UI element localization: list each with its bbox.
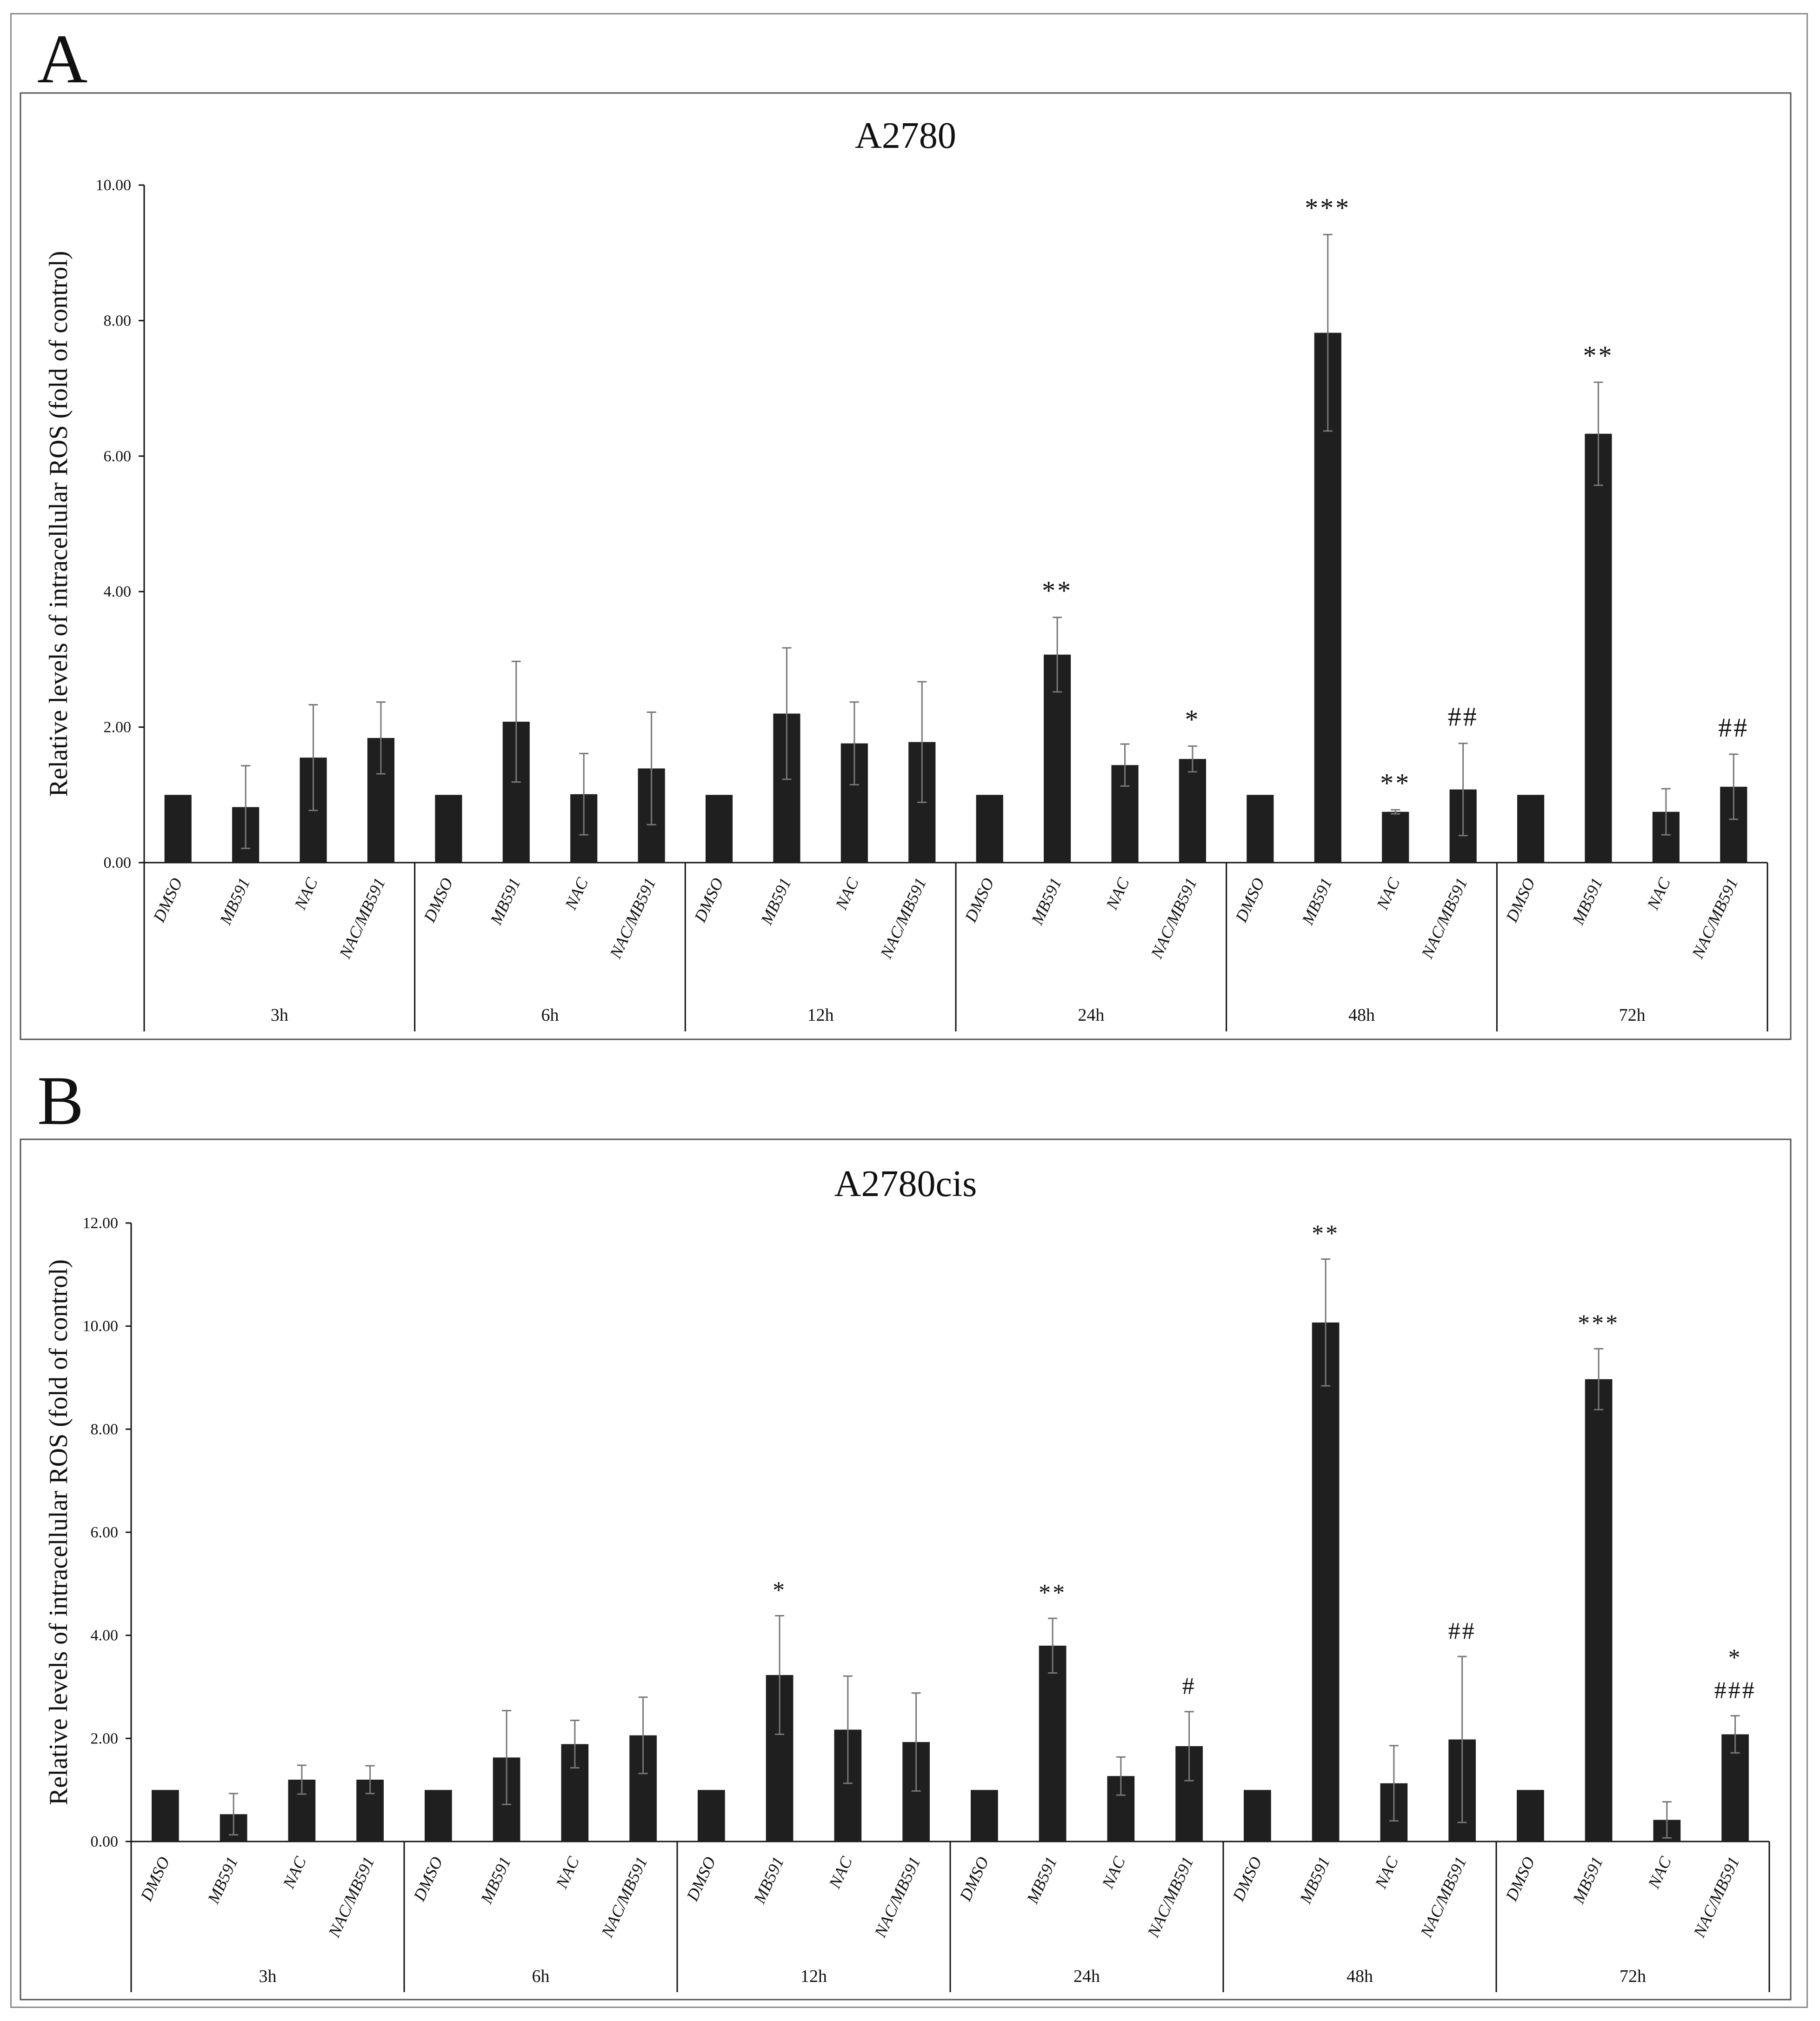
bar (1382, 811, 1409, 863)
category-label: MB591 (1023, 1854, 1060, 1907)
chart-frame (20, 92, 1792, 1040)
category-label: NAC/MB591 (598, 1854, 651, 1940)
group-label: 6h (532, 1967, 550, 1986)
chart-a2780: A2780 0.00 2.00 4.00 6.00 8.00 10.00 Relative l… (20, 92, 1792, 1040)
group-label: 72h (1620, 1967, 1646, 1986)
significance-label: ### (1714, 1677, 1756, 1704)
group-label: 3h (271, 1005, 288, 1025)
significance-label: ** (1312, 1221, 1340, 1247)
group-label: 12h (800, 1967, 827, 1986)
category-label: NAC (1098, 1854, 1129, 1892)
category-label: NAC (825, 1854, 856, 1892)
category-label: NAC/MB591 (1417, 1854, 1470, 1940)
category-label: NAC/MB591 (871, 1854, 924, 1940)
category-label: DMSO (137, 1854, 173, 1904)
y-tick-label: 8.00 (104, 312, 132, 329)
y-tick-label: 4.00 (91, 1627, 119, 1644)
category-label: MB591 (204, 1854, 241, 1907)
group-label: 12h (807, 1005, 834, 1025)
y-axis-label: Relative levels of intracellular ROS (fo… (44, 1259, 73, 1805)
bar (698, 1790, 725, 1842)
group-label: 24h (1078, 1005, 1104, 1025)
category-label: NAC/MB591 (1144, 1854, 1197, 1940)
y-tick-label: 6.00 (104, 448, 132, 465)
bar (1244, 1790, 1271, 1842)
bar (976, 795, 1003, 863)
category-label: NAC (279, 1854, 310, 1892)
y-tick-label: 0.00 (91, 1833, 119, 1850)
y-tick-label: 6.00 (91, 1524, 119, 1541)
bar (1517, 795, 1545, 863)
category-label: MB591 (1569, 1854, 1607, 1907)
panel-letter-a: A (37, 20, 88, 98)
category-label: NAC/MB591 (325, 1854, 378, 1940)
group-label: 48h (1347, 1967, 1373, 1986)
y-tick-label: 0.00 (104, 854, 132, 871)
bar (1179, 759, 1207, 863)
category-label: DMSO (410, 1854, 447, 1904)
group-label: 3h (259, 1967, 277, 1986)
category-label: DMSO (1502, 1854, 1539, 1904)
bar (971, 1790, 998, 1842)
figure-border (10, 13, 1808, 2008)
y-tick-label: 4.00 (104, 583, 132, 600)
y-tick-label: 10.00 (83, 1318, 119, 1335)
group-label: 6h (541, 1005, 559, 1025)
chart-title: A2780 (855, 115, 956, 156)
category-label: DMSO (956, 1854, 993, 1904)
category-label: NAC (552, 1854, 583, 1892)
significance-label: * (773, 1577, 787, 1604)
bar (1039, 1645, 1067, 1842)
bar (1585, 1379, 1613, 1842)
chart-frame (20, 1138, 1792, 2001)
significance-label: *** (1578, 1310, 1620, 1336)
significance-label: # (1182, 1673, 1196, 1700)
chart-title: A2780cis (834, 1163, 977, 1204)
significance-label: * (1185, 704, 1200, 734)
bar (1247, 795, 1274, 863)
category-label: DMSO (683, 1854, 720, 1904)
significance-label: ** (1583, 340, 1613, 371)
significance-label: * (1728, 1645, 1742, 1671)
category-label: MB591 (750, 1854, 787, 1907)
y-tick-label: 2.00 (104, 719, 132, 736)
significance-label: ** (1039, 1580, 1067, 1606)
bar (425, 1790, 452, 1842)
significance-label: ** (1042, 576, 1073, 606)
significance-label: ## (1448, 702, 1479, 732)
bar (1312, 1322, 1340, 1842)
panel-letter-b: B (37, 1062, 84, 1139)
bar (164, 795, 192, 863)
y-tick-label: 8.00 (91, 1421, 119, 1438)
category-label: DMSO (1229, 1854, 1266, 1904)
bar (1585, 433, 1612, 863)
group-label: 72h (1619, 1005, 1646, 1025)
significance-label: ## (1718, 712, 1749, 743)
category-label: MB591 (1296, 1854, 1333, 1907)
category-label: NAC (1644, 1854, 1675, 1892)
category-label: NAC/MB591 (1690, 1854, 1743, 1940)
significance-label: *** (1305, 193, 1351, 223)
bar (435, 795, 462, 863)
group-label: 48h (1348, 1005, 1375, 1025)
y-axis-label: Relative levels of intracellular ROS (fo… (44, 251, 73, 797)
y-tick-label: 12.00 (83, 1215, 119, 1232)
y-tick-label: 10.00 (96, 177, 132, 194)
significance-label: ** (1380, 768, 1411, 798)
category-label: NAC (1371, 1854, 1402, 1892)
y-tick-label: 2.00 (91, 1730, 119, 1747)
bar (1517, 1790, 1544, 1842)
significance-label: ## (1448, 1618, 1476, 1644)
group-label: 24h (1073, 1967, 1100, 1986)
bar (152, 1790, 179, 1842)
category-label: MB591 (477, 1854, 514, 1907)
bar (705, 795, 733, 863)
